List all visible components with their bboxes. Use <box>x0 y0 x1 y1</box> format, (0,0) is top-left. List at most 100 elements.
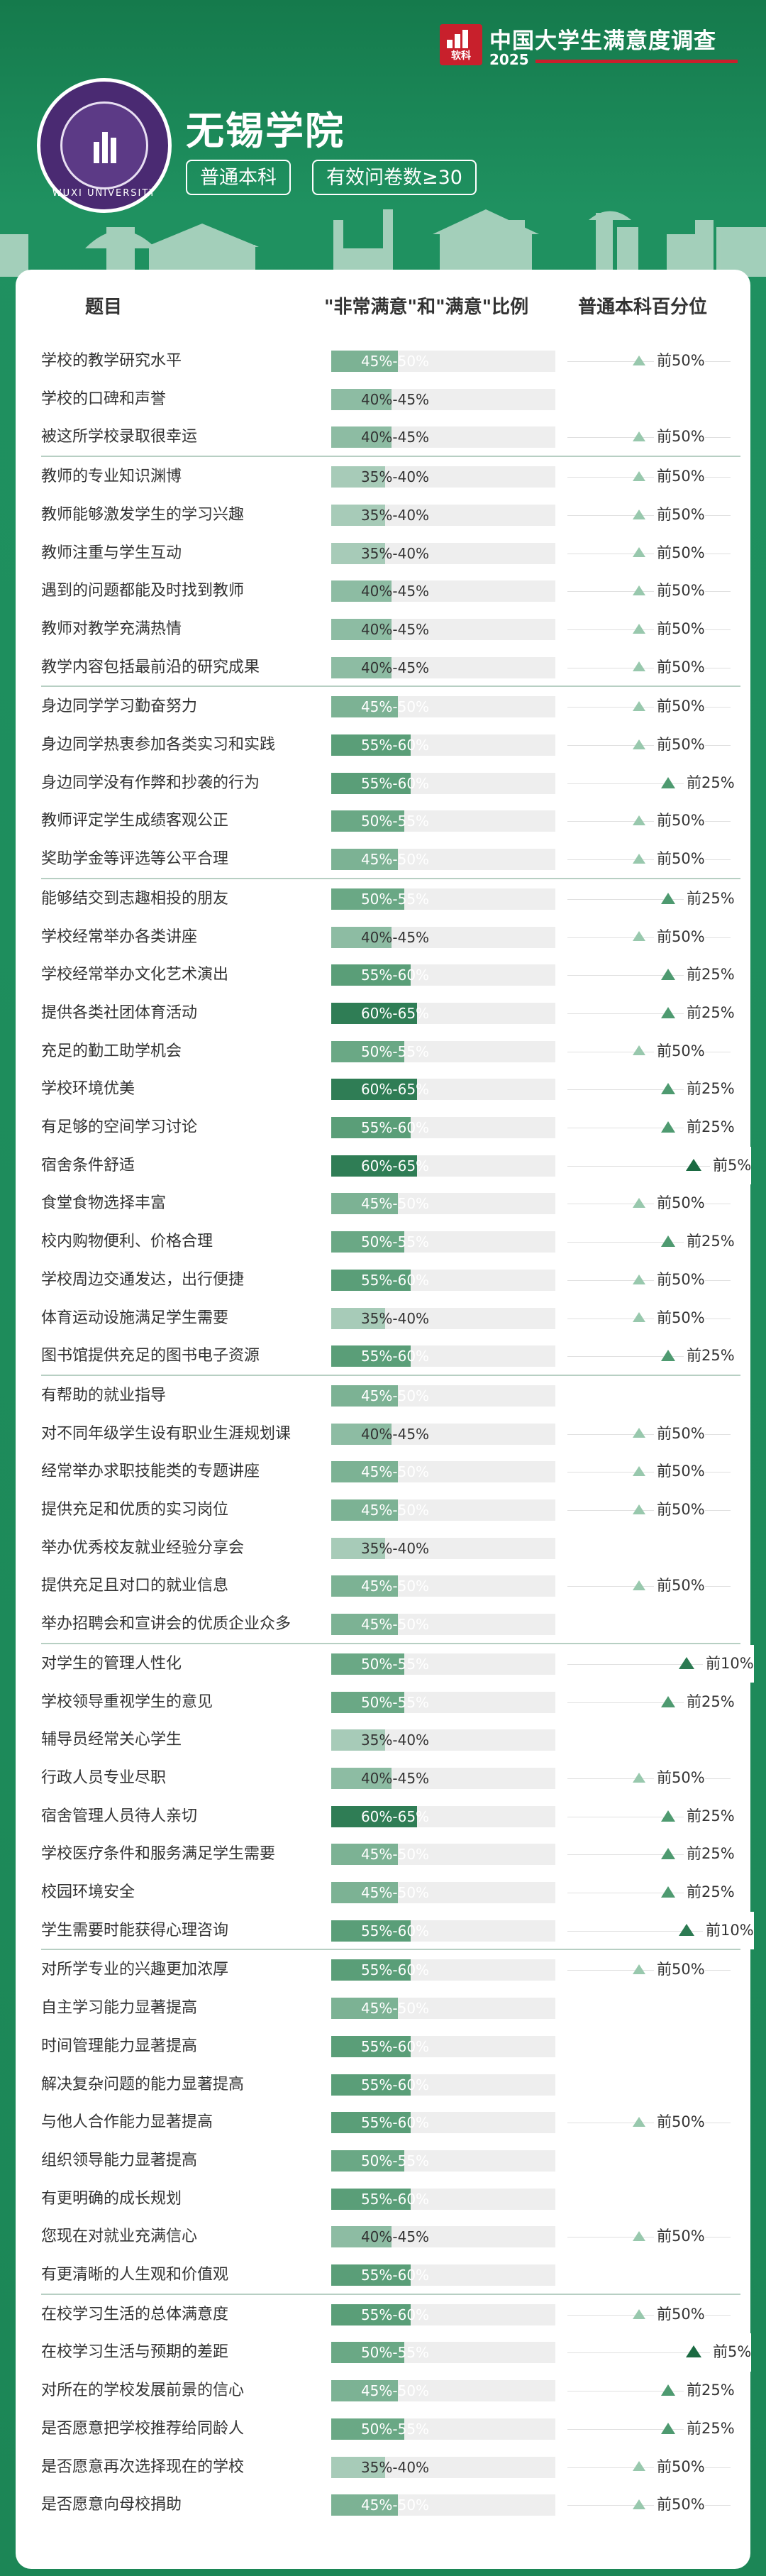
table-row: 教师评定学生成绩客观公正 50%-55% 前50% <box>16 802 750 841</box>
ratio-bar <box>331 810 404 832</box>
percentile-marker-icon <box>661 2422 675 2434</box>
ratio-bar <box>331 1079 417 1101</box>
seal-caption: WUXI UNIVERSITY <box>52 188 157 199</box>
ratio-bar-track: 45%-50% <box>331 849 555 871</box>
ratio-bar <box>331 1117 411 1138</box>
ratio-bar-track: 50%-55% <box>331 2418 555 2440</box>
ratio-bar-track: 45%-50% <box>331 696 555 718</box>
question-label: 是否愿意再次选择现在的学校 <box>41 2457 245 2476</box>
ratio-bar <box>331 351 398 372</box>
question-label: 有更清晰的人生观和价值观 <box>41 2266 229 2284</box>
percentile-marker-icon <box>633 2461 645 2472</box>
survey-year: 2025 <box>489 51 529 68</box>
question-label: 您现在对就业充满信心 <box>41 2228 198 2246</box>
ratio-bar <box>331 1959 411 1981</box>
campus-skyline-illustration <box>0 209 766 277</box>
ratio-bar-track: 55%-60% <box>331 1959 555 1981</box>
ratio-bar-track: 40%-45% <box>331 1423 555 1445</box>
group-divider <box>41 877 740 879</box>
ratio-bar-track: 45%-50% <box>331 2494 555 2516</box>
ratio-bar-track: 55%-60% <box>331 964 555 986</box>
ratio-bar-track: 45%-50% <box>331 1461 555 1483</box>
question-label: 奖助学金等评选等公平合理 <box>41 850 229 869</box>
brand-mark: 软科 <box>451 50 471 62</box>
ratio-bar <box>331 1499 398 1521</box>
ratio-bar <box>331 2418 404 2440</box>
ratio-bar-track: 45%-50% <box>331 1385 555 1407</box>
group-divider <box>41 1642 740 1644</box>
table-row: 组织领导能力显著提高 50%-55% <box>16 2142 750 2180</box>
percentile-marker-icon <box>633 431 645 442</box>
table-row: 提供充足且对口的就业信息 45%-50% 前50% <box>16 1567 750 1606</box>
question-label: 学校经常举办各类讲座 <box>41 928 198 946</box>
ratio-value: 40%-45% <box>360 659 430 676</box>
ratio-bar <box>331 1345 411 1367</box>
table-row: 对所在的学校发展前景的信心 45%-50% 前25% <box>16 2372 750 2410</box>
ratio-bar-track: 45%-50% <box>331 1882 555 1903</box>
question-label: 是否愿意把学校推荐给同龄人 <box>41 2419 245 2438</box>
ratio-value: 55%-60% <box>360 967 430 984</box>
ratio-value: 55%-60% <box>360 1348 430 1365</box>
table-row: 有足够的空间学习讨论 55%-60% 前25% <box>16 1108 750 1147</box>
question-label: 学校的口碑和声誉 <box>41 390 167 408</box>
table-row: 学校周边交通发达，出行便捷 55%-60% 前50% <box>16 1260 750 1299</box>
question-label: 学生需要时能获得心理咨询 <box>41 1921 229 1939</box>
ratio-bar <box>331 618 392 640</box>
table-row: 学校的口碑和声誉 40%-45% <box>16 380 750 419</box>
ratio-bar-track: 50%-55% <box>331 2150 555 2172</box>
ratio-value: 35%-40% <box>360 2458 430 2476</box>
table-row: 身边同学热衷参加各类实习和实践 55%-60% 前50% <box>16 726 750 764</box>
table-row: 在校学习生活与预期的差距 50%-55% 前5% <box>16 2333 752 2372</box>
percentile-value: 前10% <box>703 1911 754 1950</box>
table-row: 提供各类社团体育活动 60%-65% 前25% <box>16 993 750 1033</box>
percentile-marker-icon <box>661 1810 675 1822</box>
ratio-value: 45%-50% <box>360 1387 430 1404</box>
question-label: 对所在的学校发展前景的信心 <box>41 2382 245 2400</box>
table-row: 学校环境优美 60%-65% 前25% <box>16 1070 750 1108</box>
percentile-axis-line <box>567 1433 731 1435</box>
ratio-bar-track: 35%-40% <box>331 1307 555 1329</box>
table-row: 提供充足和优质的实习岗位 45%-50% 前50% <box>16 1491 750 1529</box>
question-label: 组织领导能力显著提高 <box>41 2151 198 2169</box>
question-label: 校内购物便利、价格合理 <box>41 1233 213 1251</box>
percentile-marker-icon <box>633 1504 645 1514</box>
ratio-bar <box>331 2494 398 2516</box>
ratio-bar <box>331 1461 398 1483</box>
ratio-value: 60%-65% <box>360 1157 430 1174</box>
percentile-value: 前25% <box>684 993 735 1033</box>
table-row: 您现在对就业充满信心 40%-45% 前50% <box>16 2218 750 2256</box>
table-row: 是否愿意把学校推荐给同龄人 50%-55% 前25% <box>16 2409 750 2448</box>
percentile-marker-icon <box>633 1580 645 1591</box>
question-label: 宿舍管理人员待人亲切 <box>41 1807 198 1825</box>
seal-emblem <box>60 101 148 189</box>
percentile-axis-line <box>567 2314 731 2316</box>
ratio-bar-track: 50%-55% <box>331 1653 555 1675</box>
percentile-marker-icon <box>686 1158 701 1171</box>
question-label: 提供各类社团体育活动 <box>41 1003 198 1022</box>
percentile-value: 前25% <box>684 1108 735 1147</box>
percentile-axis-line <box>567 1242 731 1243</box>
ratio-bar <box>331 1231 404 1253</box>
percentile-axis-line <box>567 1778 731 1779</box>
table-row: 在校学习生活的总体满意度 55%-60% 前50% <box>16 2295 750 2334</box>
ratio-bar-track: 35%-40% <box>331 504 555 526</box>
ratio-bar-track: 55%-60% <box>331 1345 555 1367</box>
table-row: 体育运动设施满足学生需要 35%-40% 前50% <box>16 1299 750 1338</box>
table-row: 宿舍条件舒适 60%-65% 前5% <box>16 1146 752 1185</box>
percentile-marker-icon <box>661 1235 675 1248</box>
ratio-bar <box>331 2226 392 2248</box>
percentile-value: 前50% <box>654 1758 705 1798</box>
percentile-marker-icon <box>633 1045 645 1056</box>
percentile-axis-line <box>567 1970 731 1971</box>
ratio-value: 45%-50% <box>360 1616 430 1634</box>
table-row: 对所学专业的兴趣更加浓厚 55%-60% 前50% <box>16 1951 750 1990</box>
percentile-axis-line <box>567 477 731 478</box>
percentile-axis-line <box>567 1013 731 1014</box>
question-label: 学校环境优美 <box>41 1080 135 1099</box>
ratio-value: 50%-55% <box>360 1693 430 1711</box>
ratio-bar-track: 35%-40% <box>331 1729 555 1751</box>
question-label: 解决复杂问题的能力显著提高 <box>41 2075 245 2093</box>
percentile-marker-icon <box>679 1923 694 1936</box>
table-row: 学校的教学研究水平 45%-50% 前50% <box>16 342 750 380</box>
percentile-value: 前5% <box>710 2333 752 2372</box>
